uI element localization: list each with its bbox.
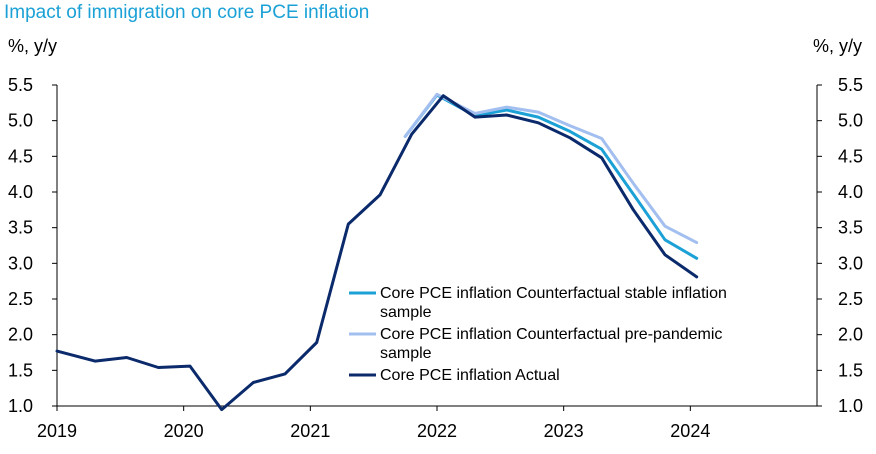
y-tick-label-left: 2.0 <box>8 325 33 345</box>
y-tick-label-right: 1.5 <box>838 360 863 380</box>
series-line-1 <box>403 93 699 260</box>
x-tick-label: 2023 <box>544 421 584 441</box>
x-tick-label: 2024 <box>670 421 710 441</box>
y-tick-label-left: 4.5 <box>8 146 33 166</box>
y-tick-label-left: 5.5 <box>8 75 33 95</box>
y-tick-label-right: 3.0 <box>838 253 863 273</box>
y-tick-label-right: 3.5 <box>838 218 863 238</box>
legend-label-1: sample <box>380 304 432 321</box>
x-tick-label: 2021 <box>290 421 330 441</box>
chart-title: Impact of immigration on core PCE inflat… <box>4 2 370 23</box>
y-tick-label-left: 5.0 <box>8 111 33 131</box>
y-tick-label-left: 1.0 <box>8 396 33 416</box>
y-tick-label-right: 2.0 <box>838 325 863 345</box>
y-axis-label-right: %, y/y <box>813 36 862 56</box>
y-tick-label-right: 5.0 <box>838 111 863 131</box>
legend-label-2: sample <box>380 345 432 362</box>
legend: Core PCE inflation Counterfactual stable… <box>349 285 727 384</box>
y-tick-label-left: 3.5 <box>8 218 33 238</box>
y-tick-label-right: 1.0 <box>838 396 863 416</box>
y-axis-label-left: %, y/y <box>8 36 57 56</box>
legend-label-2: Core PCE inflation Counterfactual pre-pa… <box>380 326 722 343</box>
legend-label-3: Core PCE inflation Actual <box>380 367 560 384</box>
y-tick-label-left: 1.5 <box>8 360 33 380</box>
y-tick-label-right: 5.5 <box>838 75 863 95</box>
y-tick-label-right: 4.0 <box>838 182 863 202</box>
y-tick-label-right: 2.5 <box>838 289 863 309</box>
y-tick-label-left: 2.5 <box>8 289 33 309</box>
series-lines <box>55 92 699 412</box>
y-tick-label-right: 4.5 <box>838 146 863 166</box>
axis-ticks: 1.0 1.0 1.5 1.5 2.0 2.0 2.5 2.5 3.0 3.0 3.5 3.5 4.0 4… <box>8 75 863 441</box>
x-tick-label: 2020 <box>164 421 204 441</box>
series-line-3 <box>55 94 699 412</box>
legend-label-1: Core PCE inflation Counterfactual stable… <box>380 285 727 302</box>
x-tick-label: 2019 <box>37 421 77 441</box>
y-tick-label-left: 4.0 <box>8 182 33 202</box>
y-tick-label-left: 3.0 <box>8 253 33 273</box>
x-tick-label: 2022 <box>417 421 457 441</box>
